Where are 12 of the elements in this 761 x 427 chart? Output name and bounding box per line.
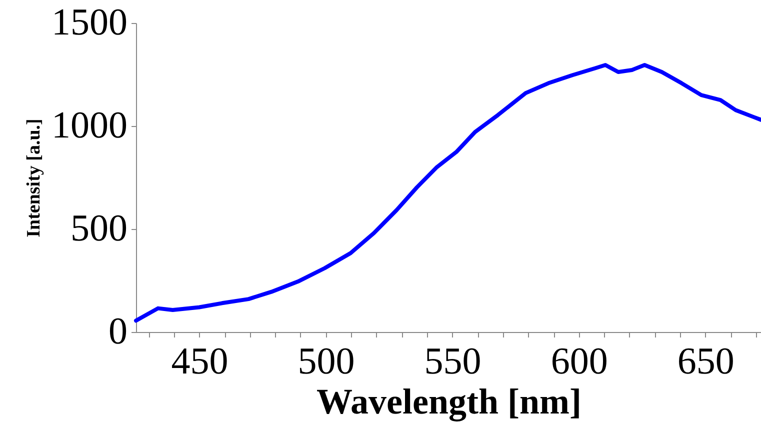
y-axis-title: Intensity [a.u.] [24,118,44,238]
x-tick-label: 500 [298,340,355,382]
y-tick-label: 1500 [52,2,128,44]
x-axis-title: Wavelength [nm] [316,382,582,422]
y-tick-label: 500 [70,208,128,250]
line-series [134,63,761,323]
x-tick-label: 550 [424,340,482,382]
x-tick-label: 650 [677,340,734,382]
y-tick-label: 1000 [52,104,128,146]
x-tick-label: 450 [171,340,228,382]
y-tick-label: 0 [108,310,128,352]
x-tick-label: 600 [550,340,608,382]
